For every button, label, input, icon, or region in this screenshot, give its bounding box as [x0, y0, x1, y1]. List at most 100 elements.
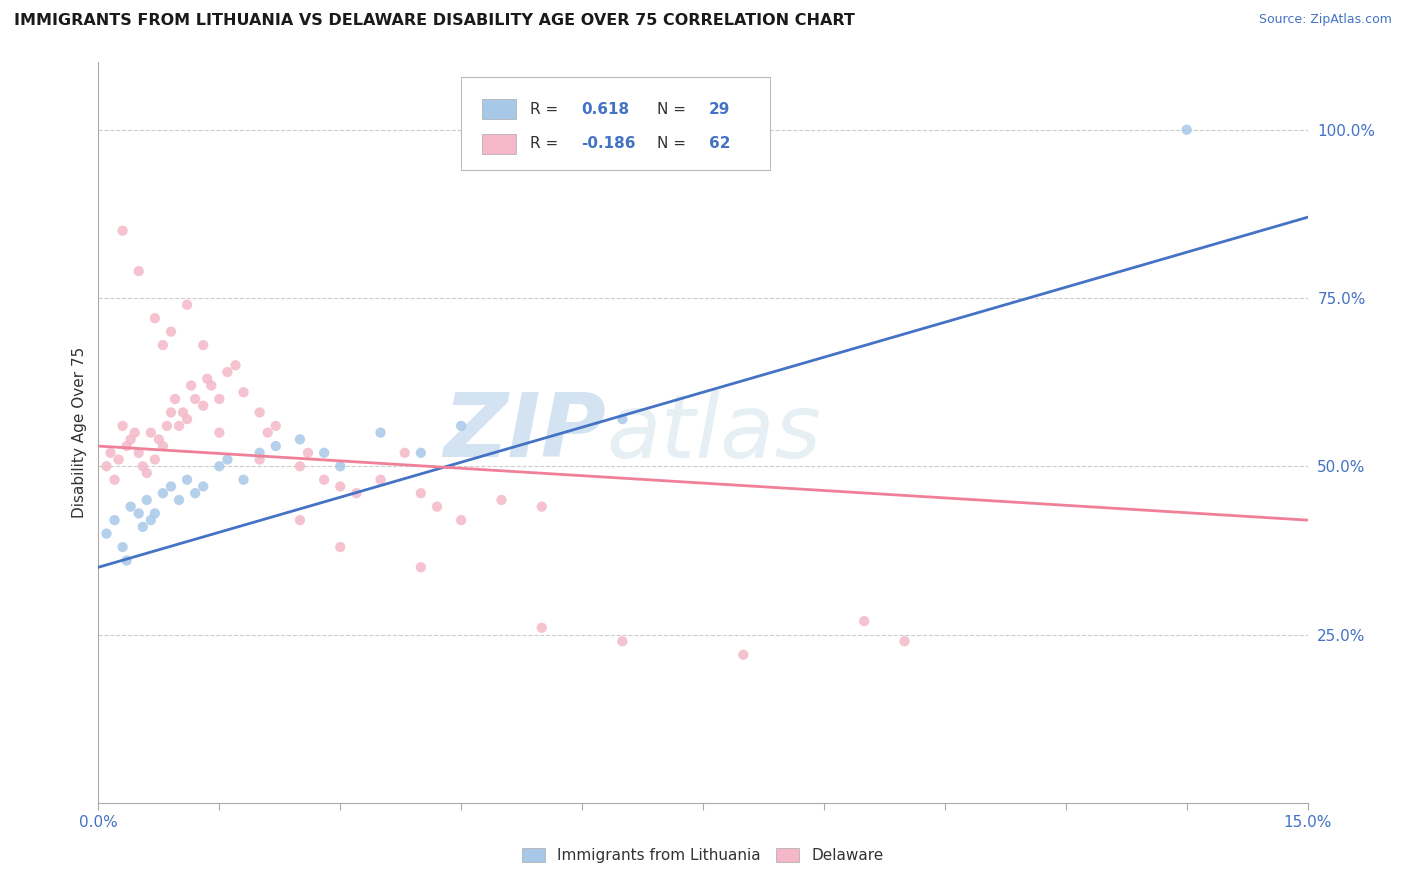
Point — [176, 412, 198, 426]
FancyBboxPatch shape — [482, 134, 516, 154]
Point — [232, 473, 254, 487]
Point — [893, 634, 915, 648]
Point — [139, 425, 162, 440]
Point — [409, 560, 432, 574]
Point — [450, 418, 472, 433]
Point — [193, 399, 215, 413]
Point — [143, 452, 166, 467]
Point — [135, 492, 157, 507]
Point — [249, 446, 271, 460]
Point — [329, 459, 352, 474]
Point — [853, 614, 876, 628]
Text: 0.618: 0.618 — [581, 102, 628, 117]
Point — [120, 433, 142, 447]
Point — [96, 459, 118, 474]
Point — [152, 338, 174, 352]
FancyBboxPatch shape — [482, 99, 516, 120]
Point — [409, 486, 432, 500]
Point — [184, 486, 207, 500]
Legend: Immigrants from Lithuania, Delaware: Immigrants from Lithuania, Delaware — [516, 842, 890, 869]
Point — [264, 439, 287, 453]
Text: N =: N = — [657, 136, 690, 152]
Point — [167, 418, 190, 433]
Point — [288, 513, 311, 527]
Text: R =: R = — [530, 136, 564, 152]
Point — [132, 520, 155, 534]
Point — [100, 446, 122, 460]
Point — [208, 425, 231, 440]
Point — [329, 479, 352, 493]
Point — [160, 325, 183, 339]
Point — [160, 405, 183, 419]
Point — [394, 446, 416, 460]
Point — [128, 264, 150, 278]
Point — [612, 634, 634, 648]
Point — [120, 500, 142, 514]
Point — [288, 433, 311, 447]
Point — [111, 224, 134, 238]
Point — [172, 405, 194, 419]
Point — [733, 648, 755, 662]
Point — [217, 365, 239, 379]
Point — [426, 500, 449, 514]
Point — [208, 459, 231, 474]
Point — [193, 479, 215, 493]
Point — [132, 459, 155, 474]
Point — [450, 513, 472, 527]
Point — [249, 452, 271, 467]
Point — [329, 540, 352, 554]
Point — [612, 412, 634, 426]
Point — [193, 338, 215, 352]
Point — [314, 446, 336, 460]
Point — [224, 359, 246, 373]
FancyBboxPatch shape — [461, 78, 769, 169]
Point — [176, 298, 198, 312]
Text: R =: R = — [530, 102, 564, 117]
Point — [176, 473, 198, 487]
Point — [152, 486, 174, 500]
Point — [370, 425, 392, 440]
Point — [115, 553, 138, 567]
Point — [115, 439, 138, 453]
Text: IMMIGRANTS FROM LITHUANIA VS DELAWARE DISABILITY AGE OVER 75 CORRELATION CHART: IMMIGRANTS FROM LITHUANIA VS DELAWARE DI… — [14, 13, 855, 29]
Point — [180, 378, 202, 392]
Point — [135, 466, 157, 480]
Point — [156, 418, 179, 433]
Text: atlas: atlas — [606, 390, 821, 475]
Point — [530, 500, 553, 514]
Point — [249, 405, 271, 419]
Point — [103, 473, 125, 487]
Point — [491, 492, 513, 507]
Point — [163, 392, 186, 406]
Point — [167, 492, 190, 507]
Point — [143, 311, 166, 326]
Text: Source: ZipAtlas.com: Source: ZipAtlas.com — [1258, 13, 1392, 27]
Text: 29: 29 — [709, 102, 731, 117]
Point — [297, 446, 319, 460]
Point — [208, 392, 231, 406]
Point — [103, 513, 125, 527]
Point — [530, 621, 553, 635]
Text: ZIP: ZIP — [443, 389, 606, 476]
Text: N =: N = — [657, 102, 690, 117]
Point — [200, 378, 222, 392]
Point — [128, 507, 150, 521]
Point — [184, 392, 207, 406]
Text: 62: 62 — [709, 136, 731, 152]
Point — [232, 385, 254, 400]
Point — [160, 479, 183, 493]
Point — [314, 473, 336, 487]
Point — [107, 452, 129, 467]
Point — [256, 425, 278, 440]
Point — [148, 433, 170, 447]
Point — [96, 526, 118, 541]
Point — [143, 507, 166, 521]
Point — [111, 418, 134, 433]
Point — [128, 446, 150, 460]
Point — [195, 372, 218, 386]
Point — [1175, 122, 1198, 136]
Point — [370, 473, 392, 487]
Point — [217, 452, 239, 467]
Point — [264, 418, 287, 433]
Point — [344, 486, 367, 500]
